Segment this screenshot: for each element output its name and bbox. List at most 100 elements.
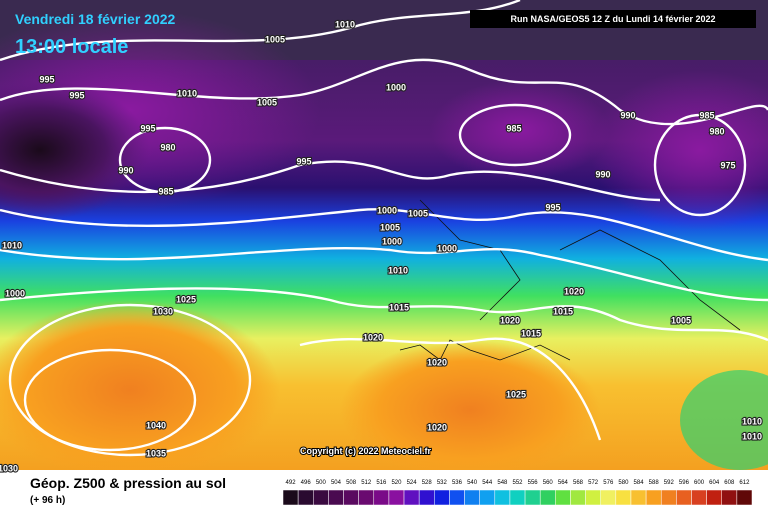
isobar-label: 1040: [146, 420, 166, 430]
scale-swatch: [555, 489, 571, 506]
scale-label: 532: [437, 480, 448, 486]
scale-swatch: [570, 489, 586, 506]
isobar-label: 990: [118, 165, 133, 175]
scale-swatch: [297, 489, 314, 506]
scale-label: 512: [361, 480, 372, 486]
scale-swatch: [343, 489, 359, 506]
isobar: [0, 0, 521, 62]
isobar: [458, 103, 572, 167]
scale-label: 552: [512, 480, 523, 486]
scale-swatch: [449, 489, 465, 506]
isobar-label: 985: [158, 186, 173, 196]
scale-swatch: [615, 489, 632, 506]
scale-swatch: [479, 489, 496, 506]
scale-label: 568: [573, 480, 584, 486]
scale-label: 608: [724, 480, 735, 486]
isobar-label: 1000: [386, 82, 406, 92]
scale-swatch: [660, 489, 677, 506]
isobar-label: 1015: [389, 302, 409, 312]
isobar-label: 995: [545, 202, 560, 212]
isobar-label: 1000: [382, 236, 402, 246]
isobar-label: 980: [709, 126, 724, 136]
isobar-label: 1010: [742, 431, 762, 441]
scale-swatch: [282, 489, 299, 506]
isobar-label: 995: [296, 156, 311, 166]
scale-label: 540: [467, 480, 478, 486]
scale-swatch: [434, 489, 450, 506]
scale-swatch: [328, 489, 344, 506]
copyright: Copyright (c) 2022 Meteociel.fr: [300, 446, 432, 456]
isobar-label: 1010: [388, 265, 408, 275]
isobar-label: 995: [69, 90, 84, 100]
scale-swatch: [600, 489, 617, 506]
scale-label: 536: [452, 480, 463, 486]
isobar: [0, 246, 768, 302]
isobar-label: 1015: [553, 306, 573, 316]
scale-label: 588: [649, 480, 660, 486]
run-box: [470, 10, 756, 28]
isobar: [23, 348, 197, 452]
scale-swatch: [358, 489, 375, 506]
scale-label: 572: [588, 480, 599, 486]
isobar-label: 975: [720, 160, 735, 170]
scale-label: 556: [528, 480, 539, 486]
scale-swatch: [691, 489, 707, 506]
field-blob: [680, 370, 768, 470]
field-blob: [0, 80, 150, 220]
isobar: [0, 287, 768, 342]
isobar-label: 1010: [177, 88, 197, 98]
scale-label: 548: [497, 480, 508, 486]
legend-title: Géop. Z500 & pression au sol: [30, 475, 226, 491]
isobar-label: 1030: [0, 463, 18, 473]
scale-label: 492: [286, 480, 297, 486]
isobar-label: 1020: [427, 422, 447, 432]
scale-label: 500: [316, 480, 327, 486]
scale-label: 584: [634, 480, 645, 486]
scale-label: 604: [709, 480, 720, 486]
isobar-label: 1000: [377, 205, 397, 215]
isobar-label: 1020: [500, 315, 520, 325]
isobar-label: 980: [160, 142, 175, 152]
isobar-label: 1020: [564, 286, 584, 296]
isobar-label: 990: [595, 169, 610, 179]
scale-swatch: [736, 489, 753, 506]
isobar: [0, 160, 661, 202]
isobar-label: 1010: [742, 416, 762, 426]
scale-label: 596: [679, 480, 690, 486]
isobar-label: 1020: [363, 332, 383, 342]
scale-label: 580: [618, 480, 629, 486]
scale-swatch: [388, 489, 405, 506]
scale-swatch: [373, 489, 390, 506]
isobar-label: 1010: [335, 19, 355, 29]
scale-swatch: [494, 489, 511, 506]
scale-label: 504: [331, 480, 342, 486]
isobar-label: 985: [506, 123, 521, 133]
run-info: Run NASA/GEOS5 12 Z du Lundi 14 février …: [510, 14, 715, 24]
scale-label: 612: [739, 480, 750, 486]
scale-label: 576: [603, 480, 614, 486]
isobar: [299, 337, 602, 441]
scale-label: 564: [558, 480, 569, 486]
isobar-label: 1005: [671, 315, 691, 325]
isobar-label: 1005: [380, 222, 400, 232]
isobar-label: 990: [620, 110, 635, 120]
date: Vendredi 18 février 2022: [15, 11, 176, 27]
isobar-label: 1025: [176, 294, 196, 304]
scale-swatch: [721, 489, 738, 506]
scale-swatch: [539, 489, 556, 506]
scale-swatch: [464, 489, 480, 506]
scale-label: 528: [422, 480, 433, 486]
isobar-label: 995: [140, 123, 155, 133]
scale-swatch: [313, 489, 329, 506]
scale-swatch: [676, 489, 692, 506]
isobar-label: 1005: [408, 208, 428, 218]
isobar-label: 1020: [427, 357, 447, 367]
isobar-label: 1010: [2, 240, 22, 250]
scale-swatch: [630, 489, 647, 506]
isobar-label: 1000: [5, 288, 25, 298]
isobar-label: 995: [39, 74, 54, 84]
scale-swatch: [585, 489, 601, 506]
isobar-label: 985: [699, 110, 714, 120]
scale-swatch: [645, 489, 662, 506]
